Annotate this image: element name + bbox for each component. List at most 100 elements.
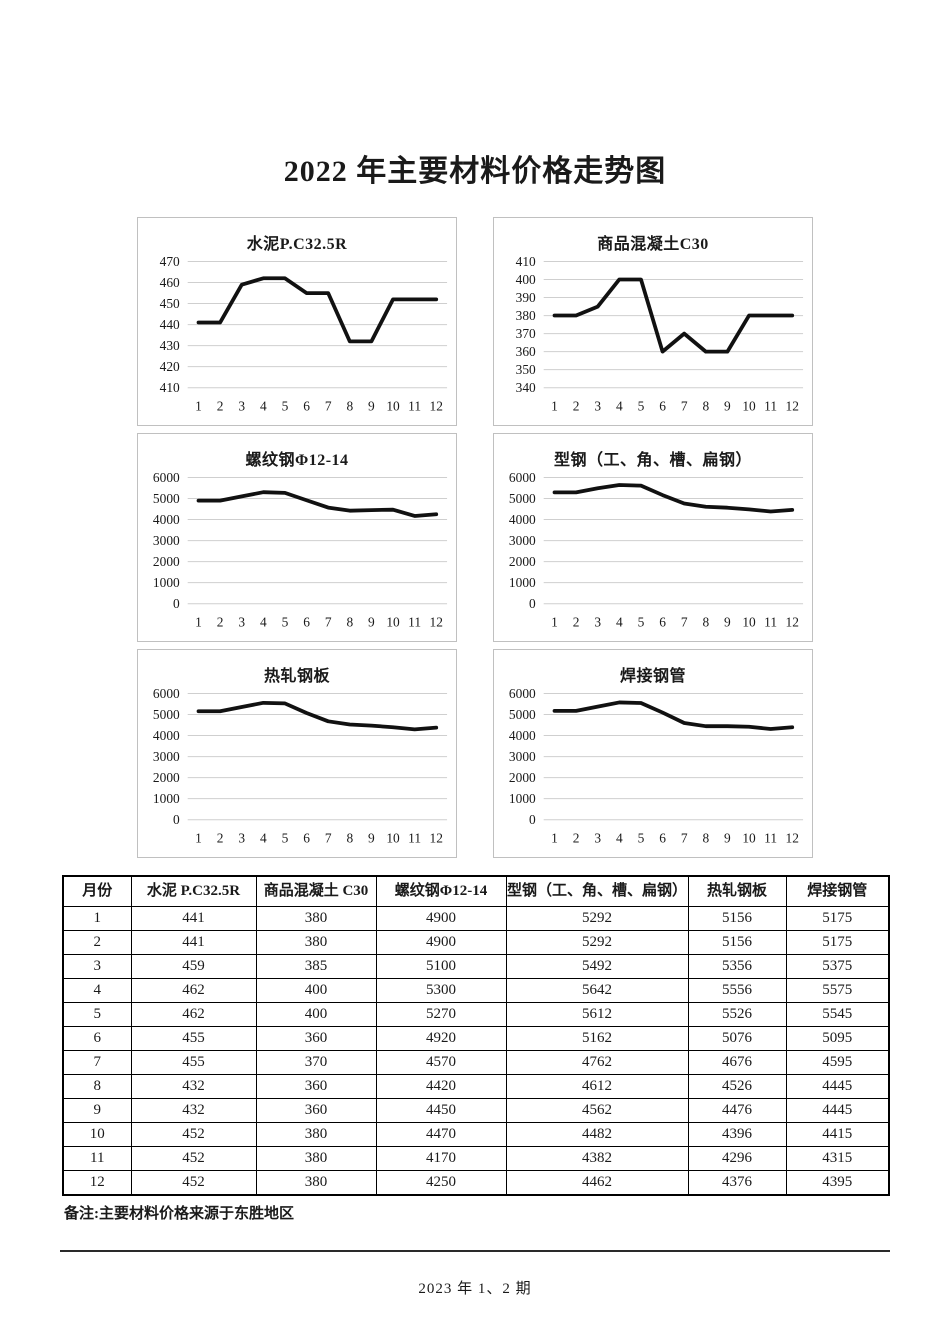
y-tick-label: 1000 (509, 791, 536, 806)
table-cell: 5612 (505, 1002, 689, 1027)
x-tick-label: 6 (659, 831, 666, 846)
table-cell: 4570 (375, 1050, 507, 1075)
column-header: 螺纹钢Φ12-14 (375, 875, 507, 907)
x-tick-label: 12 (430, 399, 443, 414)
table-row: 1 441 380 4900 5292 5156 5175 (62, 906, 890, 931)
chart-panel-concrete: 商品混凝土C30 340 350 360 370 380 390 400 410 1 2 3 4 5 6 7… (493, 217, 813, 426)
chart-title-welded-pipe: 焊接钢管 (619, 668, 686, 685)
x-tick-label: 5 (282, 615, 289, 630)
y-tick-label: 4000 (509, 728, 536, 743)
table-cell: 10 (62, 1122, 132, 1147)
table-cell: 1 (62, 906, 132, 931)
table-cell: 5095 (785, 1026, 890, 1051)
table-row: 7 455 370 4570 4762 4676 4595 (62, 1050, 890, 1075)
table-cell: 400 (255, 978, 377, 1003)
table-cell: 360 (255, 1074, 377, 1099)
table-cell: 462 (130, 978, 257, 1003)
x-tick-label: 9 (724, 399, 731, 414)
table-cell: 7 (62, 1050, 132, 1075)
y-tick-label: 1000 (509, 575, 536, 590)
table-cell: 4920 (375, 1026, 507, 1051)
x-tick-label: 3 (238, 399, 245, 414)
x-tick-label: 7 (681, 615, 688, 630)
price-trend-line (552, 483, 795, 514)
price-trend-line (196, 276, 439, 344)
table-cell: 11 (62, 1146, 132, 1171)
table-cell: 8 (62, 1074, 132, 1099)
table-cell: 4676 (687, 1050, 787, 1075)
table-cell: 5375 (785, 954, 890, 979)
x-tick-label: 7 (325, 399, 332, 414)
y-tick-label: 5000 (509, 707, 536, 722)
x-tick-label: 6 (303, 615, 310, 630)
table-cell: 459 (130, 954, 257, 979)
table-cell: 5642 (505, 978, 689, 1003)
y-tick-label: 370 (516, 326, 536, 341)
y-tick-label: 3000 (153, 533, 180, 548)
y-tick-label: 3000 (509, 749, 536, 764)
table-cell: 4595 (785, 1050, 890, 1075)
column-header: 焊接钢管 (785, 875, 890, 907)
y-tick-label: 5000 (153, 491, 180, 506)
y-tick-label: 430 (160, 338, 180, 353)
table-row: 2 441 380 4900 5292 5156 5175 (62, 930, 890, 955)
y-tick-label: 410 (516, 254, 536, 269)
y-tick-label: 6000 (153, 686, 180, 701)
y-tick-label: 5000 (153, 707, 180, 722)
x-tick-label: 12 (786, 399, 799, 414)
table-cell: 4382 (505, 1146, 689, 1171)
table-cell: 5492 (505, 954, 689, 979)
table-cell: 380 (255, 930, 377, 955)
x-tick-label: 1 (551, 831, 558, 846)
table-cell: 4296 (687, 1146, 787, 1171)
x-tick-label: 2 (217, 615, 224, 630)
x-tick-label: 9 (368, 399, 375, 414)
table-row: 9 432 360 4450 4562 4476 4445 (62, 1098, 890, 1123)
table-cell: 4170 (375, 1146, 507, 1171)
x-tick-label: 11 (764, 615, 777, 630)
table-cell: 441 (130, 906, 257, 931)
table-cell: 4315 (785, 1146, 890, 1171)
table-cell: 5156 (687, 906, 787, 931)
x-tick-label: 1 (551, 399, 558, 414)
y-tick-label: 6000 (509, 470, 536, 485)
column-header: 型钢（工、角、槽、扁钢） (505, 875, 689, 907)
x-tick-label: 10 (742, 615, 756, 630)
y-tick-label: 0 (529, 596, 536, 611)
chart-panel-cement: 水泥P.C32.5R 410 420 430 440 450 460 470 1 2 3 4 5 6 7 8… (137, 217, 457, 426)
y-tick-label: 420 (160, 359, 180, 374)
y-tick-label: 350 (516, 362, 536, 377)
table-cell: 4900 (375, 930, 507, 955)
table-cell: 4250 (375, 1170, 507, 1196)
y-tick-label: 2000 (153, 554, 180, 569)
x-tick-label: 6 (659, 615, 666, 630)
x-tick-label: 10 (386, 399, 400, 414)
y-tick-label: 2000 (509, 770, 536, 785)
x-tick-label: 4 (260, 831, 267, 846)
table-cell: 5175 (785, 906, 890, 931)
table-cell: 360 (255, 1026, 377, 1051)
table-row: 12 452 380 4250 4462 4376 4395 (62, 1170, 890, 1196)
x-tick-label: 2 (573, 615, 580, 630)
table-cell: 4462 (505, 1170, 689, 1196)
table-cell: 4562 (505, 1098, 689, 1123)
table-cell: 3 (62, 954, 132, 979)
table-cell: 385 (255, 954, 377, 979)
x-tick-label: 2 (217, 831, 224, 846)
x-tick-label: 3 (594, 399, 601, 414)
table-cell: 5526 (687, 1002, 787, 1027)
chart-title-section-steel: 型钢（工、角、槽、扁钢） (553, 452, 752, 469)
x-tick-label: 8 (346, 831, 353, 846)
table-cell: 5 (62, 1002, 132, 1027)
x-tick-label: 9 (368, 615, 375, 630)
table-cell: 4450 (375, 1098, 507, 1123)
table-cell: 4 (62, 978, 132, 1003)
table-cell: 380 (255, 1170, 377, 1196)
table-cell: 455 (130, 1050, 257, 1075)
y-tick-label: 380 (516, 308, 536, 323)
y-tick-label: 450 (160, 296, 180, 311)
table-cell: 441 (130, 930, 257, 955)
x-tick-label: 4 (260, 399, 267, 414)
